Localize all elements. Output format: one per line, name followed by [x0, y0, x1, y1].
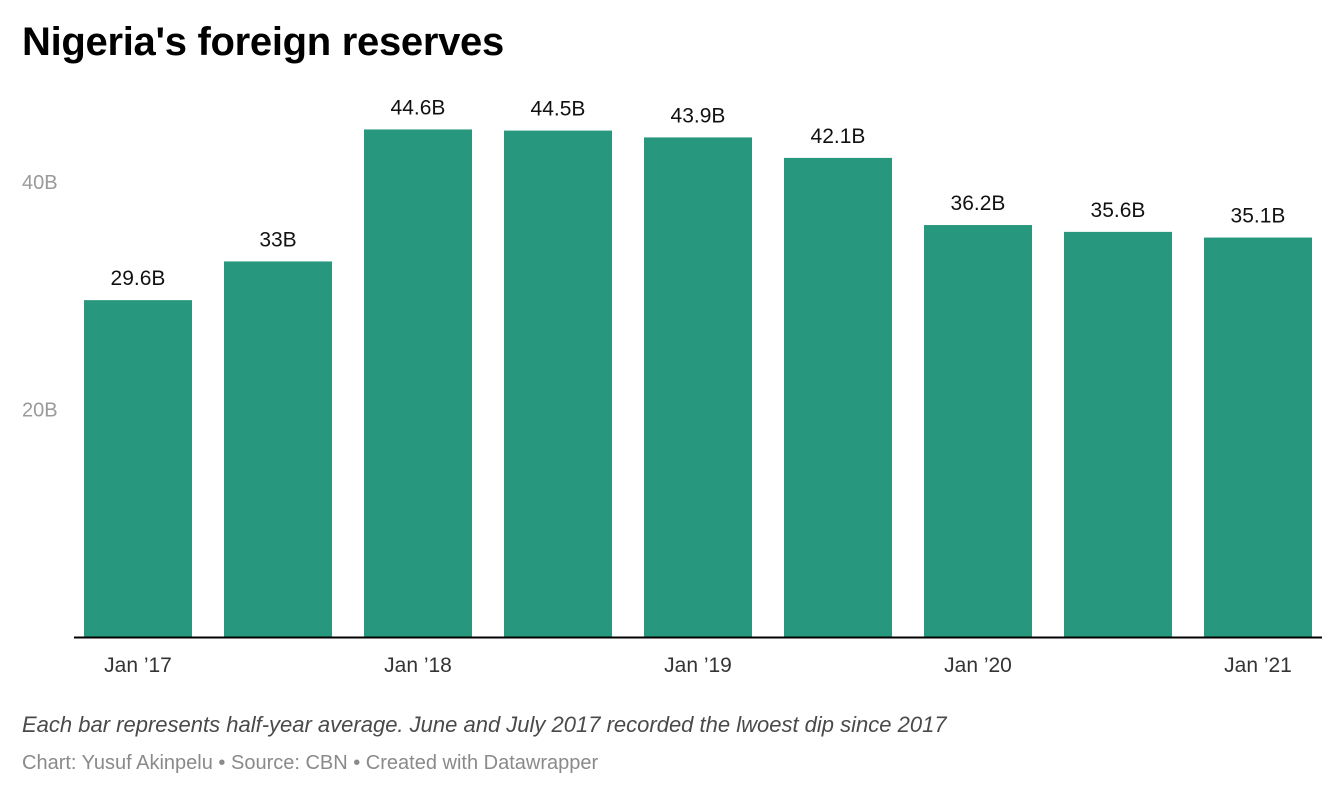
bar: [84, 300, 192, 637]
bar-value-label: 44.6B: [391, 96, 446, 119]
y-axis-labels: 20B 40B: [22, 172, 58, 422]
x-tick-label: Jan ’18: [384, 654, 452, 677]
bar-value-label: 35.1B: [1231, 205, 1286, 228]
bar-value-label: 43.9B: [671, 104, 726, 127]
bar-value-label: 35.6B: [1091, 199, 1146, 222]
bar: [644, 137, 752, 637]
bar: [224, 261, 332, 637]
x-tick-label: Jan ’20: [944, 654, 1012, 677]
bar-value-label: 44.5B: [531, 98, 586, 121]
x-axis-labels: Jan ’17 Jan ’18 Jan ’19 Jan ’20 Jan ’21: [104, 654, 1292, 677]
bar: [784, 157, 892, 638]
chart-title: Nigeria's foreign reserves: [22, 20, 504, 64]
x-tick-label: Jan ’17: [104, 654, 172, 677]
x-tick-label: Jan ’19: [664, 654, 732, 677]
bar: [364, 129, 472, 637]
bar-value-label: 29.6B: [111, 267, 166, 290]
bar: [924, 225, 1032, 637]
bars-group: [84, 129, 1312, 638]
x-tick-label: Jan ’21: [1224, 654, 1292, 677]
value-labels-group: 29.6B 33B 44.6B 44.5B 43.9B 42.1B 36.2B 35.6B 35…: [111, 96, 1286, 290]
bar-chart: 20B 40B 29.6B 33B 44.6B 44.5B 43.9B 42.1B 36.2B…: [22, 96, 1322, 677]
chart-notes: Each bar represents half-year average. J…: [22, 712, 947, 737]
bar-value-label: 33B: [259, 228, 296, 251]
y-tick-label: 40B: [22, 172, 58, 194]
y-tick-label: 20B: [22, 399, 58, 421]
bar-value-label: 42.1B: [811, 125, 866, 148]
bar-value-label: 36.2B: [951, 192, 1006, 215]
bar: [1204, 237, 1312, 637]
bar: [504, 130, 612, 637]
bar: [1064, 231, 1172, 637]
chart-credit: Chart: Yusuf Akinpelu • Source: CBN • Cr…: [22, 752, 599, 774]
